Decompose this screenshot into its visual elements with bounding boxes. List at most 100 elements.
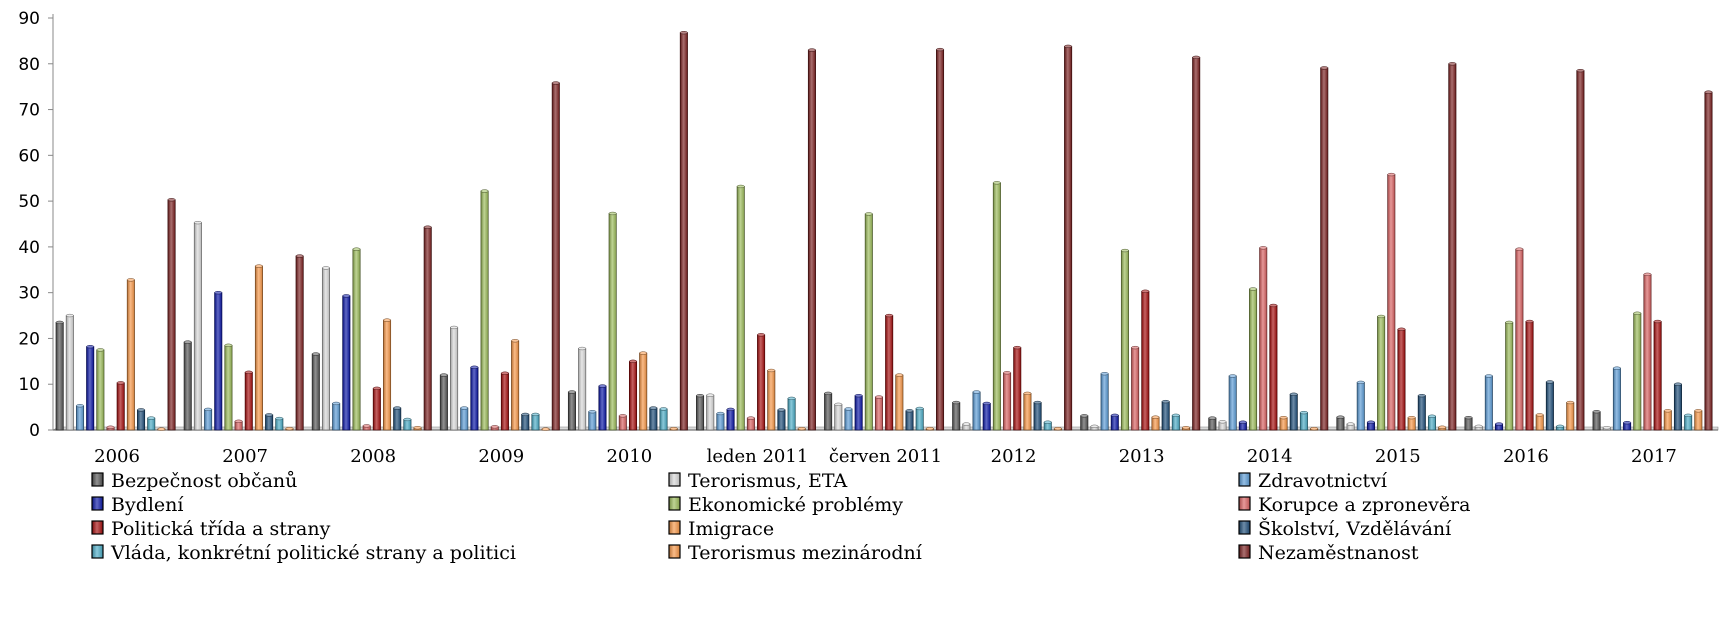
bar — [1053, 426, 1062, 431]
bar — [183, 340, 192, 431]
bar — [787, 396, 796, 431]
bar — [1417, 394, 1426, 431]
bar — [736, 184, 745, 431]
y-tick-label: 70 — [18, 101, 40, 121]
bar — [1495, 422, 1504, 431]
bar — [716, 411, 725, 431]
bar — [1592, 410, 1601, 431]
bar — [649, 406, 658, 431]
bar — [1064, 44, 1073, 431]
legend-item: Terorismus mezinárodní — [668, 542, 923, 564]
bar — [1633, 311, 1642, 431]
bar — [1151, 415, 1160, 431]
y-tick-label: 90 — [18, 9, 40, 29]
bar — [1090, 424, 1099, 431]
y-tick-label: 40 — [18, 238, 40, 258]
bars — [55, 30, 1713, 431]
x-tick-label: 2016 — [1503, 446, 1549, 467]
bar — [224, 343, 233, 431]
bar — [972, 390, 981, 431]
bar — [1141, 289, 1150, 431]
bar — [1623, 421, 1632, 431]
bar — [1387, 172, 1396, 431]
legend-swatch — [668, 520, 681, 535]
bar — [659, 407, 668, 431]
legend-item: Politická třída a strany — [91, 518, 331, 540]
x-tick-label: 2014 — [1247, 446, 1293, 467]
bar — [726, 407, 735, 431]
bar — [86, 345, 95, 431]
bar — [854, 394, 863, 431]
bar — [1279, 415, 1288, 431]
bar — [1377, 314, 1386, 431]
bar — [874, 395, 884, 431]
bar — [706, 393, 715, 431]
bar — [372, 386, 381, 431]
bar — [1397, 327, 1406, 431]
bar — [1653, 319, 1662, 431]
x-tick-label: 2007 — [222, 446, 268, 467]
bar — [1171, 413, 1180, 431]
bar — [490, 425, 499, 431]
legend-label: Ekonomické problémy — [688, 494, 903, 516]
bar — [1643, 272, 1652, 431]
bar — [167, 198, 176, 431]
bar — [1535, 413, 1544, 431]
bar — [352, 247, 361, 431]
bar — [450, 325, 459, 431]
y-tick-label: 80 — [18, 55, 40, 75]
bar — [75, 404, 85, 431]
y-tick-label: 10 — [18, 375, 40, 395]
bar — [1612, 366, 1621, 431]
legend-label: Zdravotnictví — [1258, 470, 1388, 492]
bar — [1366, 420, 1375, 431]
legend-swatch — [1238, 520, 1251, 535]
bar — [1694, 409, 1703, 431]
legend-swatch — [1238, 544, 1251, 559]
bar — [1448, 62, 1457, 431]
bar — [265, 413, 274, 431]
bar — [204, 407, 213, 431]
bar — [1208, 416, 1217, 431]
bar — [193, 220, 202, 431]
bar — [618, 414, 627, 431]
x-tick-label: 2013 — [1119, 446, 1165, 467]
bar — [1525, 319, 1534, 431]
bar — [1310, 426, 1319, 431]
bar — [137, 408, 146, 431]
bar — [797, 426, 806, 431]
bar — [460, 406, 469, 431]
legend-item: Imigrace — [668, 518, 774, 540]
bar — [1602, 426, 1611, 431]
bar — [106, 425, 115, 431]
bar — [915, 406, 924, 431]
bar — [1259, 246, 1268, 431]
bar — [952, 400, 961, 431]
legend-label: Školství, Vzdělávání — [1258, 517, 1452, 540]
bar — [1545, 380, 1554, 431]
bar — [342, 294, 351, 431]
x-tick-label: 2010 — [606, 446, 652, 467]
legend-swatch — [91, 544, 104, 559]
bar — [1299, 410, 1308, 431]
bar — [1033, 400, 1042, 431]
bar — [1464, 415, 1473, 431]
bar — [295, 254, 304, 431]
bar — [807, 48, 816, 431]
bar — [480, 189, 489, 431]
bar — [254, 264, 263, 431]
x-tick-label: 2009 — [478, 446, 524, 467]
bar — [1238, 420, 1247, 431]
bar — [126, 278, 135, 431]
bar — [679, 30, 688, 431]
bar — [439, 373, 448, 431]
x-tick-label: červen 2011 — [829, 446, 942, 467]
legend-label: Korupce a zpronevěra — [1258, 494, 1470, 516]
bar — [157, 427, 166, 431]
y-tick-label: 0 — [29, 421, 40, 441]
legend-item: Zdravotnictví — [1238, 470, 1388, 492]
bar — [905, 409, 914, 431]
bar — [541, 427, 550, 431]
bar — [1663, 409, 1672, 431]
